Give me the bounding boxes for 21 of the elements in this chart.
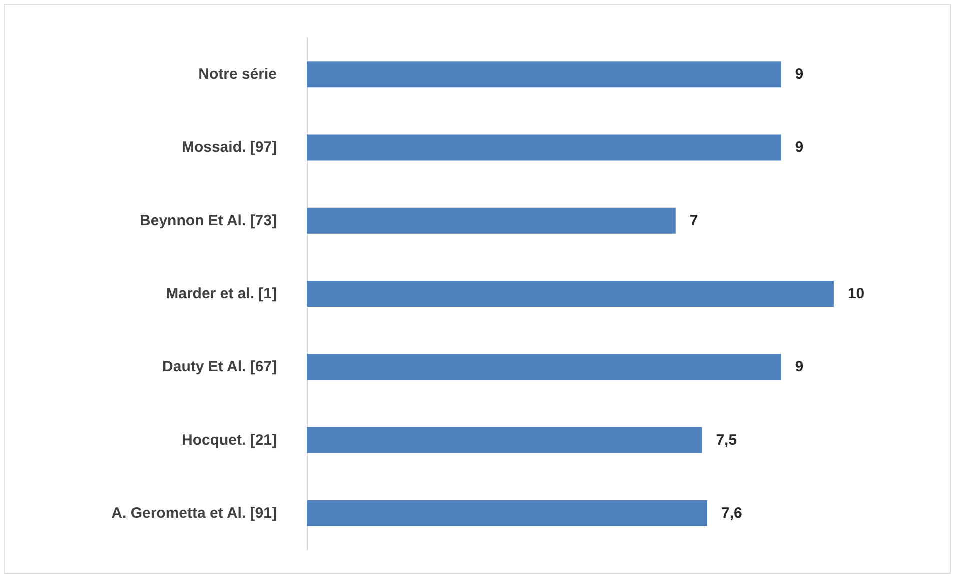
y-tick-label: Hocquet. [21]: [182, 432, 277, 449]
data-label: 7: [690, 212, 698, 230]
bar: [307, 134, 782, 161]
data-label: 9: [795, 139, 804, 156]
bar: [307, 500, 708, 526]
y-tick-label: Beynnon Et Al. [73]: [140, 212, 277, 230]
data-label: 9: [795, 66, 804, 84]
y-tick-label: Notre série: [198, 66, 277, 84]
bar: [307, 281, 834, 307]
bar: [307, 354, 782, 380]
y-tick-label: Marder et al. [1]: [166, 286, 277, 302]
data-label: 10: [848, 286, 865, 302]
bar: [307, 427, 702, 454]
data-label: 7,6: [721, 504, 742, 522]
y-tick-label: A. Gerometta et Al. [91]: [112, 504, 277, 522]
bar: [307, 62, 782, 88]
y-tick-label: Mossaid. [97]: [182, 139, 277, 156]
data-label: 7,5: [716, 432, 738, 449]
data-label: 9: [795, 358, 804, 376]
bar: [307, 208, 676, 234]
y-tick-label: Dauty Et Al. [67]: [162, 358, 277, 376]
